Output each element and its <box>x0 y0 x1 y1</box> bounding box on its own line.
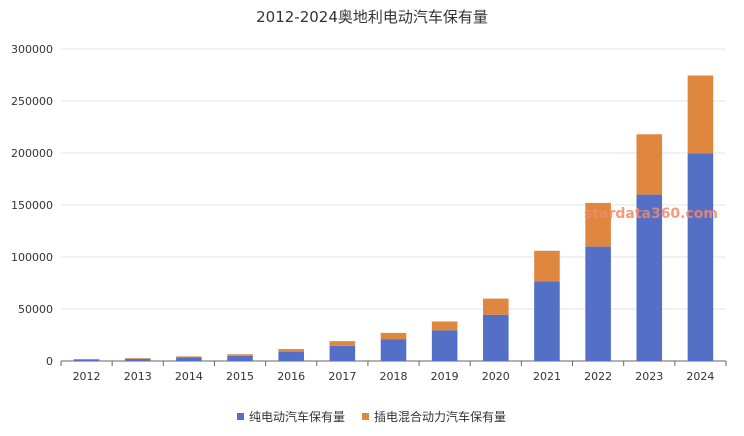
bar-phev-2024 <box>687 75 714 154</box>
bar-bev-2017 <box>329 345 356 361</box>
bar-phev-2015 <box>227 354 253 356</box>
bar-bev-2012 <box>73 359 100 361</box>
bar-phev-2018 <box>380 332 407 340</box>
legend-label: 纯电动汽车保有量 <box>249 409 345 424</box>
bar-phev-2022 <box>585 202 611 247</box>
x-axis-ticks: 2012 2013 2014 2015 2016 2017 2018 2019 2020 2021… <box>60 361 727 383</box>
y-tick-label: 50000 <box>18 303 53 316</box>
bar-bev-2016 <box>278 351 304 361</box>
x-tick-label: 2017 <box>328 370 356 383</box>
y-tick-label: 300000 <box>11 43 53 56</box>
gridlines <box>61 48 726 310</box>
x-tick-label: 2012 <box>73 370 101 383</box>
y-tick-label: 150000 <box>11 199 53 212</box>
bar-bev-2014 <box>176 357 202 361</box>
x-tick-label: 2022 <box>584 370 612 383</box>
bar-bev-2023 <box>636 194 663 361</box>
chart-title: 2012-2024奥地利电动汽车保有量 <box>256 8 488 26</box>
x-tick-label: 2018 <box>380 370 408 383</box>
x-tick-label: 2016 <box>277 370 305 383</box>
x-tick-label: 2024 <box>686 370 714 383</box>
bar-phev-2021 <box>534 250 560 282</box>
bar-bev-2024 <box>687 153 714 361</box>
y-tick-label: 200000 <box>11 147 53 160</box>
y-tick-label: 100000 <box>11 251 53 264</box>
x-tick-label: 2020 <box>482 370 510 383</box>
bar-bev-2019 <box>431 330 458 361</box>
bar-phev-2020 <box>483 298 509 315</box>
bar-phev-2017 <box>329 341 356 346</box>
legend: 纯电动汽车保有量 插电混合动力汽车保有量 <box>237 409 506 424</box>
x-tick-label: 2014 <box>175 370 203 383</box>
bar-phev-2014 <box>176 356 202 358</box>
y-tick-label: 250000 <box>11 95 53 108</box>
x-tick-label: 2023 <box>635 370 663 383</box>
x-tick-label: 2021 <box>533 370 561 383</box>
bar-phev-2019 <box>431 321 458 331</box>
legend-swatch <box>237 413 244 420</box>
y-tick-label: 0 <box>46 355 53 368</box>
x-tick-label: 2013 <box>124 370 152 383</box>
x-tick-label: 2019 <box>431 370 459 383</box>
bar-bev-2021 <box>534 281 560 361</box>
bar-phev-2013 <box>124 358 151 359</box>
y-axis-ticks: 0 50000 100000 150000 200000 250000 300000 <box>11 43 53 368</box>
bar-bev-2015 <box>227 355 253 361</box>
bars <box>73 75 714 361</box>
bar-bev-2013 <box>124 358 151 361</box>
bar-bev-2022 <box>585 246 611 361</box>
watermark: stardata360.com <box>584 206 718 222</box>
bar-phev-2016 <box>278 349 304 352</box>
bar-bev-2020 <box>483 314 509 361</box>
x-tick-label: 2015 <box>226 370 254 383</box>
bar-bev-2018 <box>380 339 407 361</box>
legend-label: 插电混合动力汽车保有量 <box>374 409 506 424</box>
bar-phev-2023 <box>636 134 663 195</box>
legend-swatch <box>362 413 369 420</box>
